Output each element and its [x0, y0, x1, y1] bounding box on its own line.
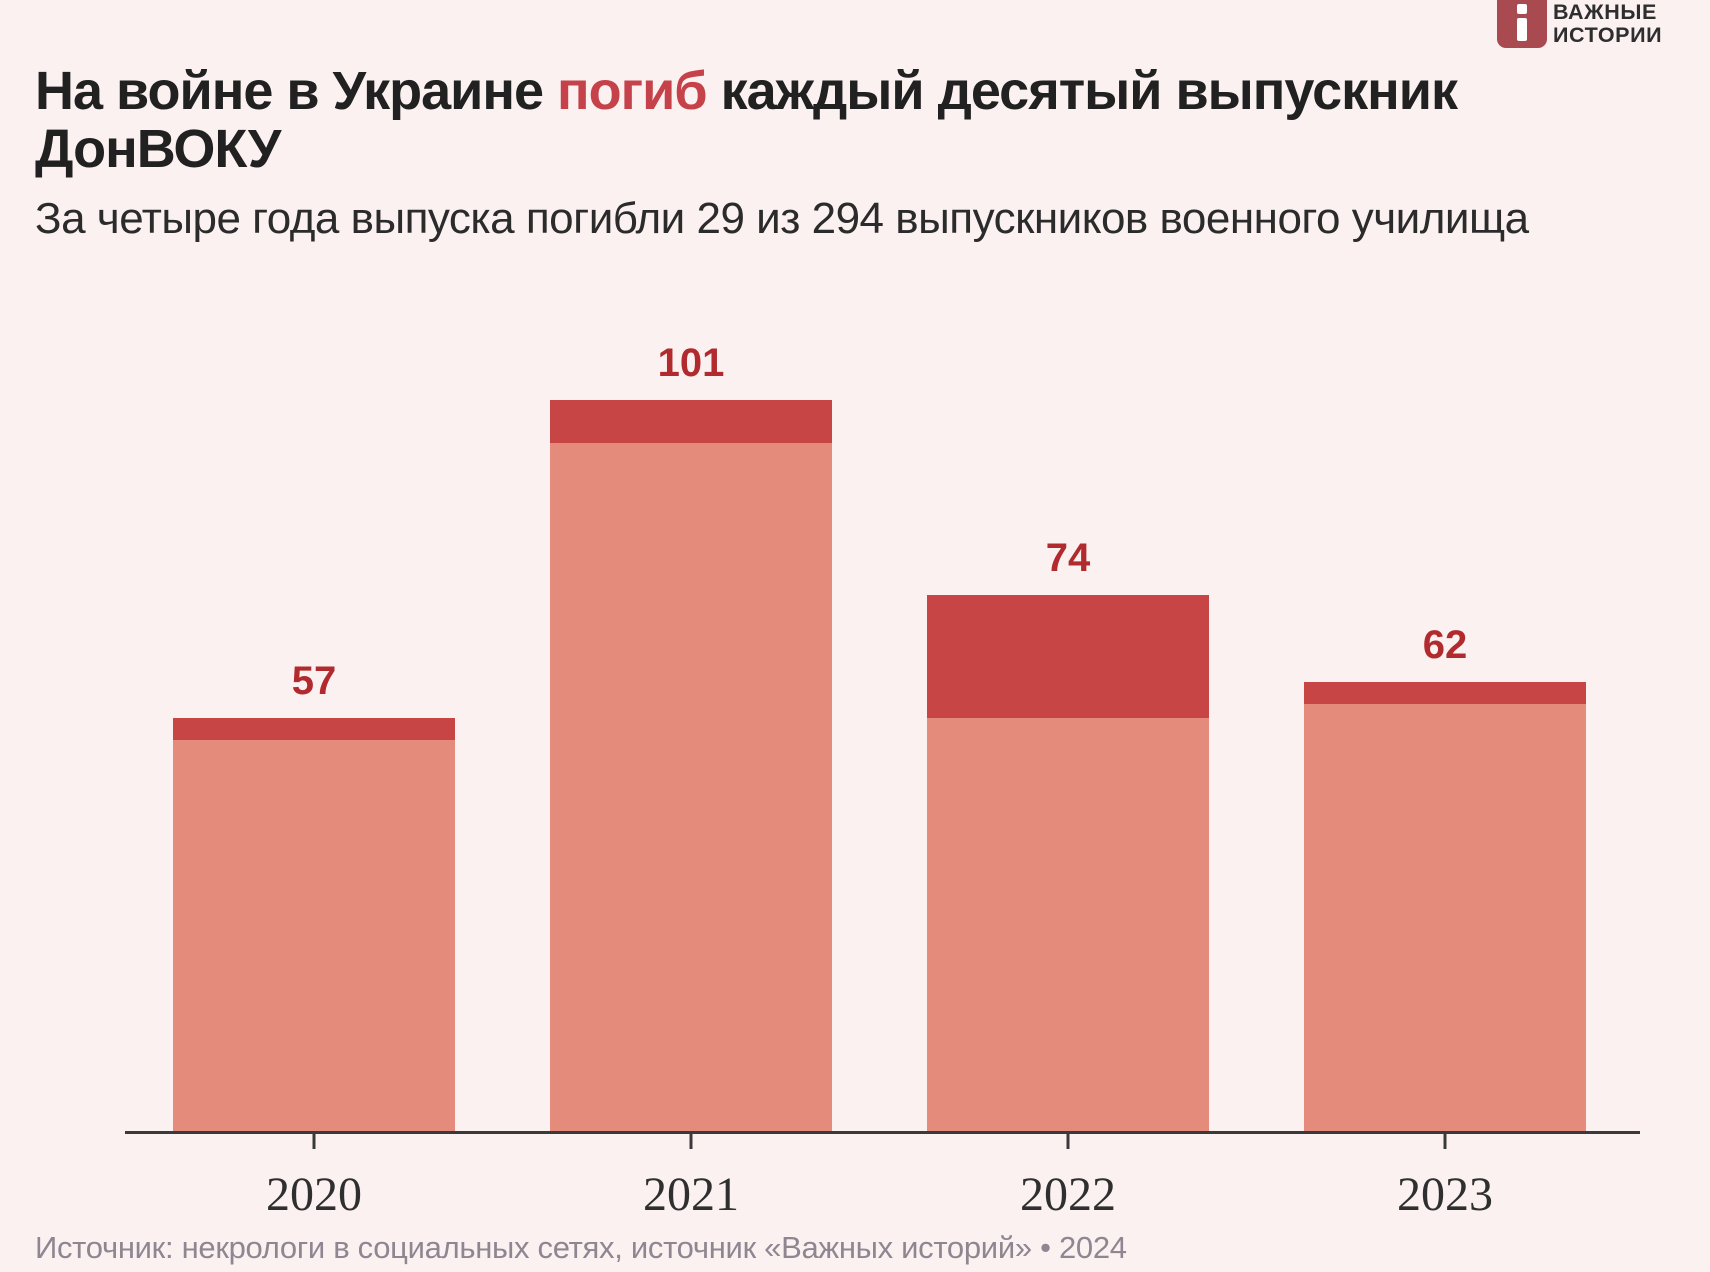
title-prefix: На войне в Украине [35, 61, 557, 121]
axis-year-label: 2023 [1397, 1168, 1493, 1221]
istories-i-icon [1497, 0, 1547, 48]
axis-year-label: 2020 [266, 1168, 362, 1221]
istories-logo-text: ВАЖНЫЕ ИСТОРИИ [1553, 1, 1662, 46]
bar-died-segment [1304, 682, 1586, 704]
bar-died-segment [927, 595, 1209, 718]
bar-2023 [1304, 682, 1586, 1131]
chart-subtitle: За четыре года выпуска погибли 29 из 294… [35, 194, 1529, 243]
bar-value-label: 62 [1422, 623, 1468, 667]
axis-tick [689, 1131, 693, 1149]
title-suffix: каждый десятый выпускник [706, 61, 1458, 121]
bar-2022 [927, 595, 1209, 1131]
bar-value-label: 101 [657, 341, 725, 385]
logo-line2: ИСТОРИИ [1553, 22, 1663, 47]
axis-tick [312, 1131, 316, 1149]
source-note: Источник: некрологи в социальных сетях, … [35, 1230, 1127, 1265]
i-icon-dot [1517, 4, 1527, 14]
bar-value-label: 74 [1045, 536, 1091, 580]
axis-tick [1443, 1131, 1447, 1149]
bar-chart: 57 2020 101 2021 74 2022 62 2023 [125, 340, 1640, 1221]
logo-line1: ВАЖНЫЕ [1553, 0, 1657, 24]
bar-2021 [550, 400, 832, 1131]
axis-year-label: 2022 [1020, 1168, 1116, 1221]
axis-year-label: 2021 [643, 1168, 739, 1221]
bar-2020 [173, 718, 455, 1131]
page-title: На войне в Украине погиб каждый десятый … [35, 62, 1655, 178]
title-highlight: погиб [556, 61, 708, 121]
bar-value-label: 57 [291, 659, 337, 703]
axis-tick [1066, 1131, 1070, 1149]
bar-died-segment [173, 718, 455, 740]
i-icon-stem [1517, 18, 1527, 41]
bar-died-segment [550, 400, 832, 443]
title-line2: ДонВОКУ [35, 119, 281, 179]
